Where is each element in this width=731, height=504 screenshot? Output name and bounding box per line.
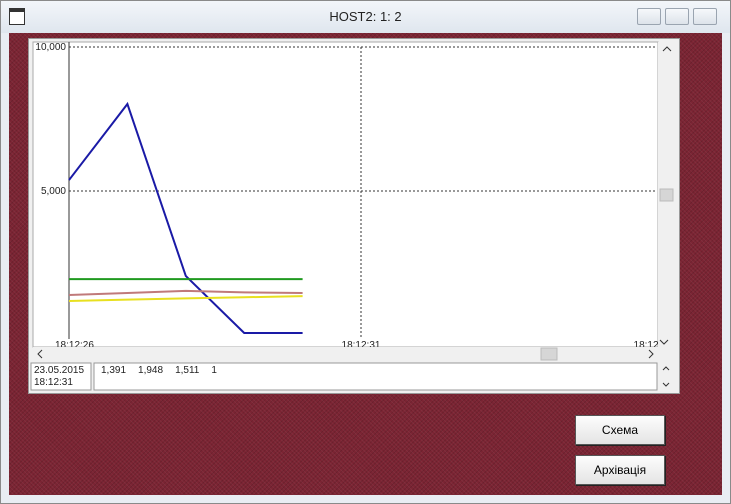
- y-tick-label: 10,000: [35, 42, 66, 53]
- scroll-left[interactable]: [37, 349, 43, 359]
- timestamp-box: [30, 362, 92, 391]
- scroll-down[interactable]: [659, 339, 669, 345]
- plot-area: [32, 41, 659, 348]
- data-line: [68, 295, 303, 303]
- scheme-button[interactable]: Схема: [575, 415, 665, 445]
- close-button[interactable]: [693, 8, 717, 25]
- y-tick-label: 5,000: [41, 186, 66, 197]
- client-area: 5,000 10,000 18:12:26 18:12:31 18:12:36 23.0…: [9, 33, 722, 495]
- minimize-button[interactable]: [637, 8, 661, 25]
- x-tick-label: 18:12:31: [342, 340, 381, 351]
- archive-button[interactable]: Архівація: [575, 455, 665, 485]
- scroll-right[interactable]: [648, 349, 654, 359]
- scroll-thumb[interactable]: [659, 188, 674, 202]
- x-tick-label: 18:12:36: [634, 340, 673, 351]
- reading: 1,391: [101, 365, 126, 376]
- reading: 1,948: [138, 365, 163, 376]
- readings-box: [93, 362, 658, 391]
- chart-panel: 5,000 10,000 18:12:26 18:12:31 18:12:36 23.0…: [28, 38, 680, 394]
- x-tick-label: 18:12:26: [55, 340, 94, 351]
- h-scroll-thumb[interactable]: [540, 347, 558, 361]
- title-bar: HOST2: 1: 2: [1, 1, 730, 33]
- window-icon: [9, 8, 25, 25]
- window-title: HOST2: 1: 2: [329, 9, 402, 24]
- status-date: 23.05.2015: [34, 365, 84, 376]
- reading: 1,511: [175, 365, 200, 376]
- status-time: 18:12:31: [34, 377, 73, 388]
- scroll-up[interactable]: [662, 46, 672, 52]
- chart: 5,000 10,000 18:12:26 18:12:31 18:12:36 23.0…: [30, 41, 675, 391]
- maximize-button[interactable]: [665, 8, 689, 25]
- data-line: [68, 101, 303, 334]
- reading: 1: [211, 365, 217, 376]
- data-line: [68, 289, 303, 296]
- readings-scroll[interactable]: [662, 366, 670, 387]
- horizontal-scrollbar[interactable]: [33, 347, 675, 361]
